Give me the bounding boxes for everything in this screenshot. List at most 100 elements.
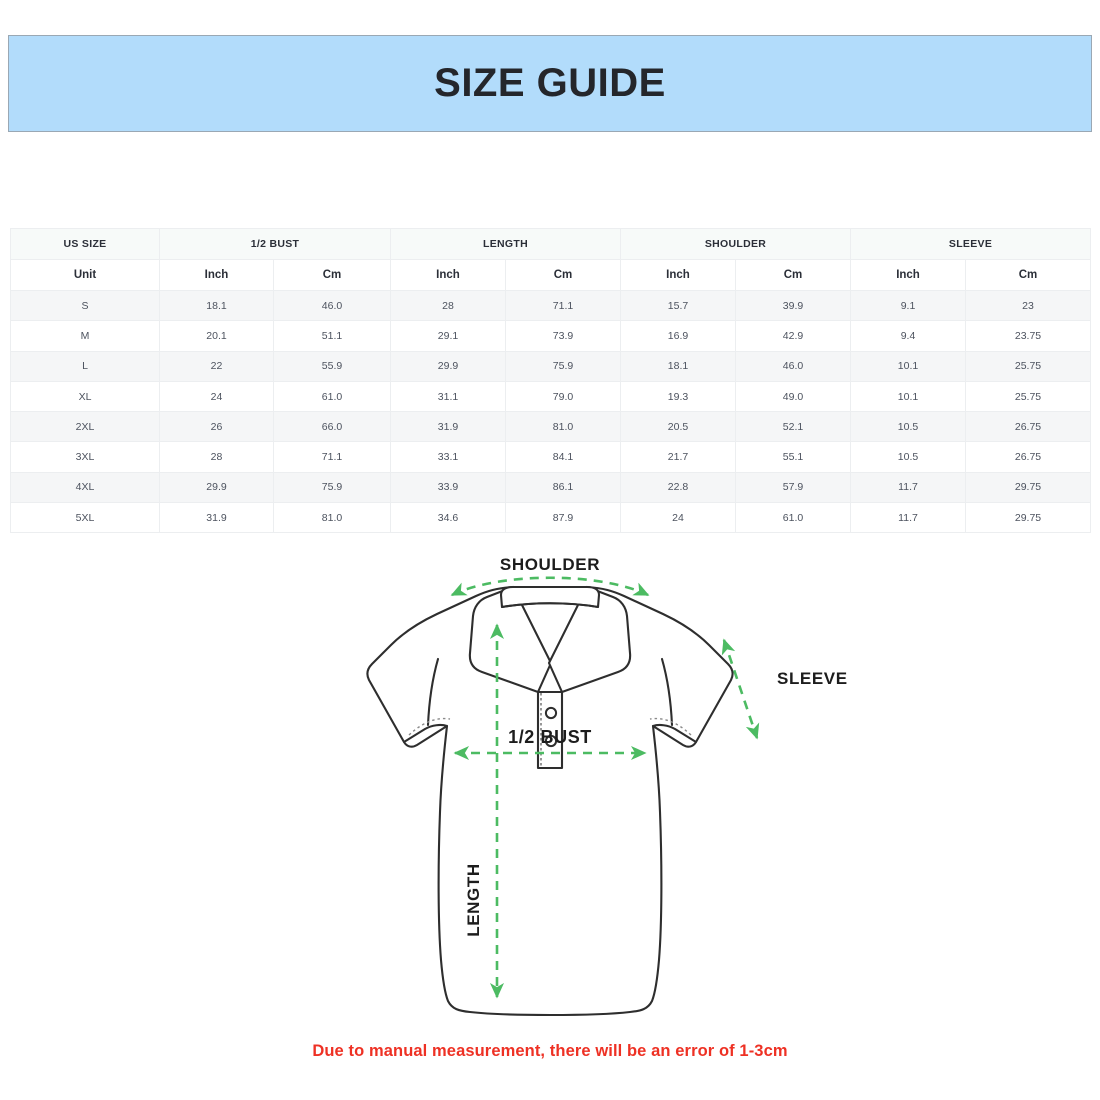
sleeve-measure-arrow bbox=[721, 638, 760, 740]
shirt-outline-group bbox=[366, 585, 734, 1017]
table-cell: 28 bbox=[159, 441, 274, 473]
table-cell: 31.9 bbox=[159, 502, 274, 534]
table-unit-header-2: Cm bbox=[273, 259, 391, 291]
table-cell: 79.0 bbox=[505, 380, 621, 413]
table-cell: 29.9 bbox=[159, 471, 274, 504]
table-head: US SIZE 1/2 BUST LENGTH SHOULDER SLEEVE Unit… bbox=[10, 228, 1092, 291]
table-cell: 22.8 bbox=[620, 471, 736, 504]
table-cell: 81.0 bbox=[273, 502, 391, 534]
table-cell: 71.1 bbox=[505, 289, 621, 322]
table-cell: 31.1 bbox=[390, 380, 506, 413]
table-cell-size: 5XL bbox=[10, 502, 160, 534]
table-unit-header-5: Inch bbox=[620, 259, 736, 291]
table-unit-header-7: Inch bbox=[850, 259, 967, 291]
table-group-header-4: SLEEVE bbox=[850, 228, 1092, 260]
table-row: 5XL 31.9 81.0 34.6 87.9 24 61.0 11.7 29.75 bbox=[10, 502, 1092, 534]
table-cell-size: 3XL bbox=[10, 441, 160, 473]
table-cell: 19.3 bbox=[620, 380, 736, 413]
table-unit-header-0: Unit bbox=[10, 259, 160, 291]
table-group-header-0: US SIZE bbox=[10, 228, 160, 260]
table-cell: 33.9 bbox=[390, 471, 506, 504]
size-table-container: US SIZE 1/2 BUST LENGTH SHOULDER SLEEVE Unit… bbox=[10, 228, 1092, 534]
table-row: 4XL 29.9 75.9 33.9 86.1 22.8 57.9 11.7 29.75 bbox=[10, 471, 1092, 504]
table-cell: 55.1 bbox=[734, 441, 852, 473]
table-cell: 16.9 bbox=[620, 320, 736, 352]
table-cell: 61.0 bbox=[734, 502, 852, 534]
table-cell: 46.0 bbox=[734, 350, 852, 382]
table-group-header-row: US SIZE 1/2 BUST LENGTH SHOULDER SLEEVE bbox=[10, 228, 1092, 260]
table-row: L 22 55.9 29.9 75.9 18.1 46.0 10.1 25.75 bbox=[10, 350, 1092, 382]
table-unit-header-1: Inch bbox=[159, 259, 274, 291]
table-cell: 84.1 bbox=[505, 441, 621, 473]
measurement-disclaimer: Due to manual measurement, there will be… bbox=[312, 1042, 788, 1060]
table-cell: 22 bbox=[159, 350, 274, 382]
table-cell: 55.9 bbox=[273, 350, 391, 382]
shirt-button-top bbox=[544, 706, 558, 720]
shirt-right-sleeve-seam bbox=[651, 723, 698, 744]
table-cell: 31.9 bbox=[390, 411, 506, 443]
table-cell: 51.1 bbox=[273, 320, 391, 352]
table-cell: 26.75 bbox=[965, 441, 1092, 473]
table-cell: 11.7 bbox=[850, 471, 967, 504]
table-cell-size: 4XL bbox=[10, 471, 160, 504]
table-cell: 9.1 bbox=[850, 289, 967, 322]
table-unit-header-8: Cm bbox=[965, 259, 1092, 291]
sleeve-label: SLEEVE bbox=[777, 669, 848, 688]
table-cell: 9.4 bbox=[850, 320, 967, 352]
table-cell: 15.7 bbox=[620, 289, 736, 322]
length-label: LENGTH bbox=[464, 863, 483, 936]
table-cell: 11.7 bbox=[850, 502, 967, 534]
table-cell: 10.5 bbox=[850, 441, 967, 473]
table-cell-size: 2XL bbox=[10, 411, 160, 443]
table-cell: 42.9 bbox=[734, 320, 852, 352]
shirt-collar-stand-edge bbox=[500, 602, 600, 609]
table-cell-size: XL bbox=[10, 380, 160, 413]
shirt-body-path bbox=[366, 585, 734, 1017]
table-cell: 24 bbox=[620, 502, 736, 534]
table-cell: 71.1 bbox=[273, 441, 391, 473]
table-cell: 18.1 bbox=[620, 350, 736, 382]
table-cell-size: S bbox=[10, 289, 160, 322]
table-cell-size: L bbox=[10, 350, 160, 382]
table-cell: 86.1 bbox=[505, 471, 621, 504]
page-title: SIZE GUIDE bbox=[434, 61, 666, 105]
table-unit-header-row: Unit Inch Cm Inch Cm Inch Cm Inch Cm bbox=[10, 259, 1092, 291]
table-row: M 20.1 51.1 29.1 73.9 16.9 42.9 9.4 23.75 bbox=[10, 320, 1092, 352]
table-unit-header-4: Cm bbox=[505, 259, 621, 291]
table-cell: 29.1 bbox=[390, 320, 506, 352]
table-group-header-3: SHOULDER bbox=[619, 228, 852, 260]
table-cell: 10.1 bbox=[850, 380, 967, 413]
table-cell-size: M bbox=[10, 320, 160, 352]
shirt-collar-right bbox=[547, 585, 632, 694]
table-row: XL 24 61.0 31.1 79.0 19.3 49.0 10.1 25.75 bbox=[10, 380, 1092, 413]
table-cell: 10.1 bbox=[850, 350, 967, 382]
table-group-header-1: 1/2 BUST bbox=[159, 228, 391, 260]
table-cell: 18.1 bbox=[159, 289, 274, 322]
table-cell: 20.1 bbox=[159, 320, 274, 352]
table-cell: 75.9 bbox=[505, 350, 621, 382]
table-body: S 18.1 46.0 28 71.1 15.7 39.9 9.1 23 M 20.1 51.1 29.… bbox=[10, 289, 1092, 534]
table-row: 3XL 28 71.1 33.1 84.1 21.7 55.1 10.5 26.75 bbox=[10, 441, 1092, 473]
size-chart-table: US SIZE 1/2 BUST LENGTH SHOULDER SLEEVE Unit… bbox=[10, 228, 1092, 534]
table-row: S 18.1 46.0 28 71.1 15.7 39.9 9.1 23 bbox=[10, 289, 1092, 322]
table-cell: 81.0 bbox=[505, 411, 621, 443]
table-cell: 87.9 bbox=[505, 502, 621, 534]
table-cell: 75.9 bbox=[273, 471, 391, 504]
table-cell: 10.5 bbox=[850, 411, 967, 443]
table-cell: 52.1 bbox=[734, 411, 852, 443]
table-cell: 24 bbox=[159, 380, 274, 413]
garment-diagram: SHOULDER SLEEVE 1/2 BUST LENGTH bbox=[0, 535, 1100, 1035]
shirt-left-sleeve-crease bbox=[426, 657, 440, 727]
table-cell: 23 bbox=[965, 289, 1092, 322]
table-cell: 25.75 bbox=[965, 380, 1092, 413]
table-cell: 26 bbox=[159, 411, 274, 443]
bust-label: 1/2 BUST bbox=[508, 727, 592, 747]
table-cell: 57.9 bbox=[734, 471, 852, 504]
shirt-right-sleeve-crease bbox=[660, 657, 674, 727]
table-cell: 61.0 bbox=[273, 380, 391, 413]
shoulder-label: SHOULDER bbox=[500, 555, 600, 574]
table-cell: 20.5 bbox=[620, 411, 736, 443]
shirt-left-sleeve-seam bbox=[402, 723, 449, 744]
table-cell: 26.75 bbox=[965, 411, 1092, 443]
table-cell: 21.7 bbox=[620, 441, 736, 473]
